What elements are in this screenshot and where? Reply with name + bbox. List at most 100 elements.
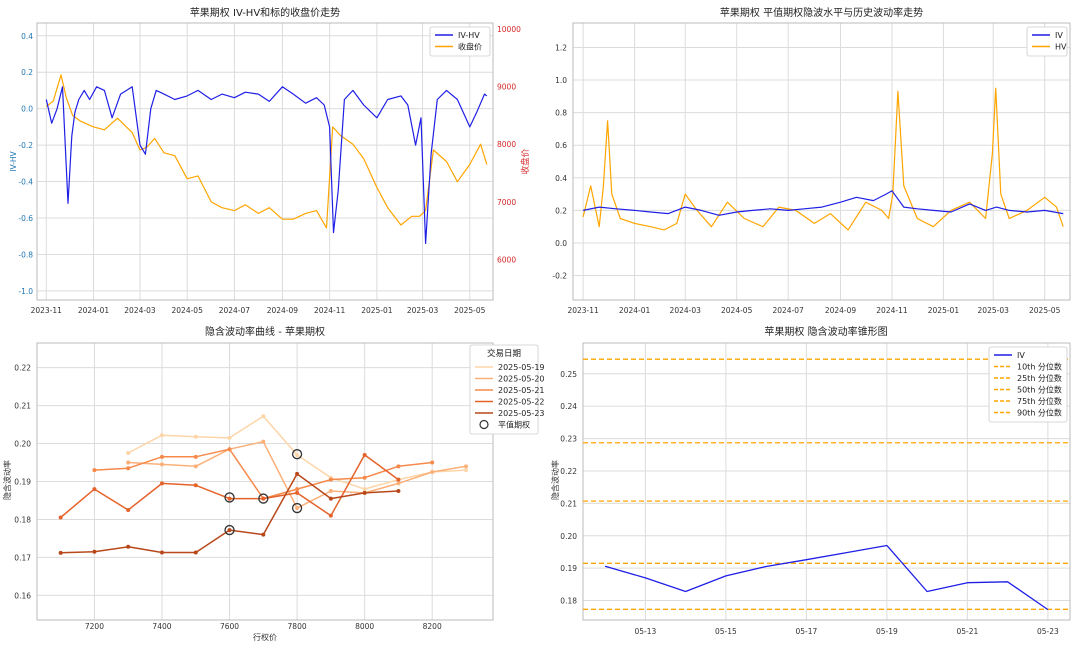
data-point (126, 460, 131, 465)
y-tick-label: 0.21 (560, 499, 577, 508)
data-point (159, 550, 164, 555)
y-tick-label: -0.8 (18, 250, 33, 259)
data-point (159, 462, 164, 467)
x-tick-label: 2025-03 (407, 306, 439, 315)
data-point (193, 550, 198, 555)
x-tick-label: 2025-05 (1029, 306, 1061, 315)
y-axis-label: IV-HV (9, 150, 18, 171)
data-point (261, 532, 266, 537)
x-tick-label: 2024-03 (670, 306, 702, 315)
legend-label: 25th 分位数 (1017, 373, 1062, 383)
x-tick-label: 2024-09 (267, 306, 299, 315)
y-tick-label: -0.4 (18, 178, 33, 187)
x-tick-label: 2025-01 (928, 306, 960, 315)
data-point (126, 451, 131, 456)
y-tick-label: 0.19 (560, 564, 577, 573)
data-point (362, 452, 367, 457)
legend-title: 交易日期 (487, 348, 521, 359)
plot-frame (572, 22, 1071, 301)
data-point (430, 460, 435, 465)
x-tick-label: 2024-05 (721, 306, 753, 315)
x-tick-label: 2024-05 (172, 306, 204, 315)
x-tick-label: 2024-03 (124, 306, 156, 315)
data-point (295, 490, 300, 495)
x-tick-label: 2025-05 (454, 306, 486, 315)
data-point (295, 452, 300, 457)
legend-box (429, 26, 491, 57)
data-point (430, 470, 435, 475)
legend-label: 平值期权 (498, 420, 530, 430)
x-tick-label: 2024-11 (314, 306, 346, 315)
series-line-2025-05-21 (94, 448, 433, 500)
y-tick-label: 0.20 (560, 532, 577, 541)
y-tick-label: 0.16 (14, 591, 31, 600)
y-tick-label: 0.21 (14, 402, 31, 411)
x-tick-label: 05-15 (715, 627, 737, 636)
legend-box (1026, 26, 1068, 57)
data-point (396, 477, 401, 482)
y-tick-label: 0.0 (555, 239, 567, 248)
data-point (261, 496, 266, 501)
data-point (362, 487, 367, 492)
legend-label: 50th 分位数 (1017, 385, 1062, 395)
y-tick-label: 0.2 (555, 206, 567, 215)
y2-tick-label: 6000 (497, 256, 516, 265)
y-tick-label: 0.2 (21, 68, 33, 77)
y-tick-label: 0.18 (560, 597, 577, 606)
data-point (227, 447, 232, 452)
data-point (58, 515, 63, 520)
x-tick-label: 7600 (220, 622, 239, 631)
y-tick-label: -1.0 (18, 287, 33, 296)
x-tick-label: 2025-03 (978, 306, 1010, 315)
data-point (295, 506, 300, 511)
data-point (126, 507, 131, 512)
legend-label: 90th 分位数 (1017, 408, 1062, 418)
y-tick-label: 0.25 (560, 370, 577, 379)
y-tick-label: 1.0 (555, 76, 567, 85)
x-tick-label: 2023-11 (31, 306, 63, 315)
chart-panel-iv-smile: 0.22 0.21 0.20 0.19 0.18 0.17 0.16 7200 7400 7600… (2, 325, 545, 642)
data-point (328, 477, 333, 482)
data-point (193, 483, 198, 488)
chart-title: 苹果期权 IV-HV和标的收盘价走势 (190, 6, 340, 19)
data-point (159, 454, 164, 459)
y-tick-label: 0.18 (14, 515, 31, 524)
data-point (92, 468, 97, 473)
legend-label: HV (1055, 43, 1067, 52)
x-tick-label: 7200 (85, 622, 104, 631)
legend-marker-atm (479, 419, 489, 430)
legend-label: IV-HV (458, 31, 480, 40)
x-tick-label: 05-19 (876, 627, 898, 636)
data-point (328, 496, 333, 501)
y-tick-label: 0.0 (21, 105, 33, 114)
y-tick-label: 0.8 (555, 109, 567, 118)
y-tick-label: 1.2 (555, 43, 567, 52)
x-tick-label: 05-17 (795, 627, 817, 636)
y-tick-label: 0.20 (14, 440, 31, 449)
data-point (463, 464, 468, 469)
atm-marker (224, 492, 235, 503)
x-tick-label: 8000 (355, 622, 374, 631)
data-point (396, 464, 401, 469)
x-tick-label: 2024-07 (219, 306, 251, 315)
x-tick-label: 2023-11 (567, 306, 599, 315)
legend-label: IV (1017, 351, 1025, 360)
chart-title: 苹果期权 平值期权隐波水平与历史波动率走势 (720, 6, 923, 19)
x-tick-label: 2024-01 (619, 306, 651, 315)
chart-panel-iv-hv-trend: 1.2 1.0 0.8 0.6 0.4 0.2 0.0 -0.2 2023-11 2024-01 2… (552, 6, 1071, 315)
x-tick-label: 05-21 (956, 627, 978, 636)
legend-label: 2025-05-23 (498, 409, 545, 418)
y-tick-label: -0.6 (18, 214, 33, 223)
y-tick-label: -0.2 (552, 272, 567, 281)
data-point (126, 466, 131, 471)
data-point (463, 468, 468, 473)
chart-title: 苹果期权 隐含波动率锥形图 (764, 325, 887, 338)
legend-label: 75th 分位数 (1017, 396, 1062, 406)
data-point (159, 433, 164, 438)
x-tick-label: 7400 (152, 622, 171, 631)
y-tick-label: 0.23 (560, 435, 577, 444)
chart-panel-iv-hv-price: 0.4 0.2 0.0 -0.2 -0.4 -0.6 -0.8 -1.0 10000 9000 80… (9, 6, 531, 315)
y-tick-label: 0.22 (14, 364, 31, 373)
atm-marker (291, 449, 303, 460)
